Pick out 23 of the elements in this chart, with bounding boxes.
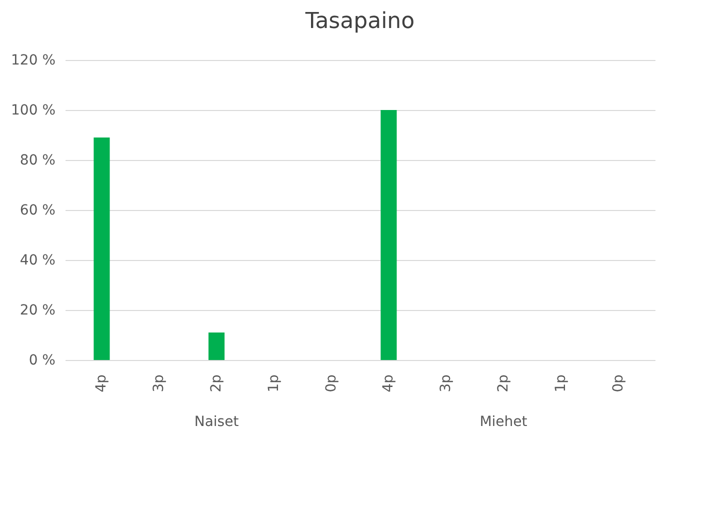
y-tick-label: 80 % <box>20 152 56 168</box>
x-tick-label: 2p <box>495 374 512 392</box>
chart-title: Tasapaino <box>304 9 415 34</box>
y-tick-label: 40 % <box>20 252 56 268</box>
y-tick-label: 20 % <box>20 302 56 318</box>
x-tick-label: 1p <box>552 374 569 392</box>
x-tick-label: 3p <box>438 374 454 392</box>
x-tick-label: 4p <box>94 374 110 392</box>
text: Naiset <box>194 414 240 430</box>
x-tick-label: 2p <box>208 374 225 392</box>
bar <box>94 138 110 360</box>
x-tick-label: 3p <box>151 374 168 392</box>
text: Miehet <box>480 414 528 430</box>
y-tick-label: 60 % <box>20 202 56 218</box>
x-tick-label: 0p <box>323 374 340 392</box>
y-tick-label: 120 % <box>11 52 56 68</box>
y-tick-label: 100 % <box>11 102 56 118</box>
x-tick-label: 1p <box>266 374 282 392</box>
y-tick-label: 0 % <box>28 352 56 368</box>
bar <box>380 110 397 360</box>
x-tick-label: 0p <box>610 374 626 392</box>
bar <box>208 332 225 360</box>
x-tick-label: 4p <box>380 374 397 392</box>
